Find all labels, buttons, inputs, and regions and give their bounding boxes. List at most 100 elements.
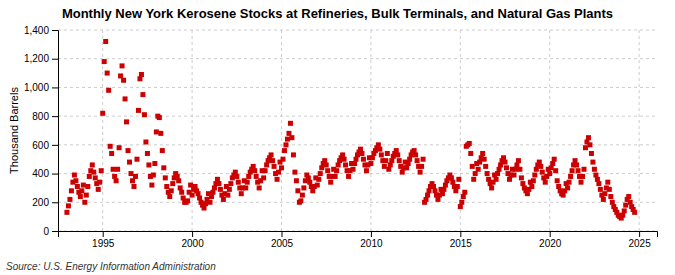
point [468, 151, 473, 156]
point [154, 129, 159, 134]
point [608, 194, 613, 199]
point [346, 174, 351, 179]
point [404, 165, 409, 170]
points [64, 39, 637, 221]
point [295, 188, 300, 193]
point [106, 88, 111, 93]
point [117, 145, 122, 150]
y-tick: 0 [43, 226, 58, 237]
x-tick: 2000 [181, 231, 204, 249]
point [69, 188, 74, 193]
point [142, 112, 147, 117]
grid-line-x [281, 30, 282, 231]
x-tick-label: 2015 [450, 238, 473, 249]
point [531, 178, 536, 183]
point [282, 148, 287, 153]
x-tick: 2020 [539, 231, 562, 249]
point [126, 148, 131, 153]
point [197, 195, 202, 200]
point [175, 174, 180, 179]
point [427, 188, 432, 193]
point [543, 180, 548, 185]
point [292, 170, 297, 175]
point [567, 180, 572, 185]
point [449, 175, 454, 180]
point [263, 168, 268, 173]
point [139, 72, 144, 77]
point [358, 147, 363, 152]
chart: 1995200020052010201520202025020040060080… [0, 0, 675, 275]
point [334, 168, 339, 173]
point [511, 173, 516, 178]
point [412, 148, 417, 153]
point [547, 171, 552, 176]
point [494, 177, 499, 182]
point [419, 164, 424, 169]
point [72, 173, 77, 178]
point [517, 167, 522, 172]
point [361, 157, 366, 162]
point [610, 200, 615, 205]
point [570, 168, 575, 173]
point [388, 162, 393, 167]
point [435, 197, 440, 202]
grid-line-x [192, 30, 193, 231]
point [96, 187, 101, 192]
point [212, 185, 217, 190]
point [196, 191, 201, 196]
y-tick: 400 [32, 168, 58, 179]
y-tick-mark [52, 30, 58, 31]
point [453, 188, 458, 193]
point [549, 165, 554, 170]
point [622, 208, 627, 213]
point [477, 160, 482, 165]
point [400, 170, 405, 175]
grid [58, 30, 657, 231]
x-tick: 1995 [92, 231, 115, 249]
x-tick-label: 2000 [181, 238, 204, 249]
point [245, 180, 250, 185]
point [209, 194, 214, 199]
point [589, 151, 594, 156]
point [482, 157, 487, 162]
point [270, 158, 275, 163]
y-axis: 02004006008001,0001,2001,400 [24, 25, 59, 237]
x-tick-label: 2005 [271, 238, 294, 249]
point [140, 92, 145, 97]
point [111, 167, 116, 172]
x-tick: 2010 [360, 231, 383, 249]
grid-line-y [58, 202, 657, 203]
y-tick-mark [52, 87, 58, 88]
point [291, 152, 296, 157]
point [81, 183, 86, 188]
point [415, 158, 420, 163]
point [513, 167, 518, 172]
point [134, 157, 139, 162]
point [503, 160, 508, 165]
point [529, 184, 534, 189]
point [596, 181, 601, 186]
point [407, 157, 412, 162]
point [443, 183, 448, 188]
point [151, 173, 156, 178]
x-tick-mark [192, 231, 193, 237]
point [193, 184, 198, 189]
point [276, 170, 281, 175]
point [325, 168, 330, 173]
point [322, 158, 327, 163]
point [489, 185, 494, 190]
point [254, 174, 259, 179]
point [379, 152, 384, 157]
x-tick-mark [550, 231, 551, 237]
point [504, 165, 509, 170]
point [85, 184, 90, 189]
point [93, 175, 98, 180]
point [552, 157, 557, 162]
point [576, 168, 581, 173]
y-tick: 600 [32, 140, 58, 151]
point [73, 178, 78, 183]
point [307, 180, 312, 185]
x-tick-label: 2010 [360, 238, 383, 249]
point [82, 200, 87, 205]
point [495, 171, 500, 176]
